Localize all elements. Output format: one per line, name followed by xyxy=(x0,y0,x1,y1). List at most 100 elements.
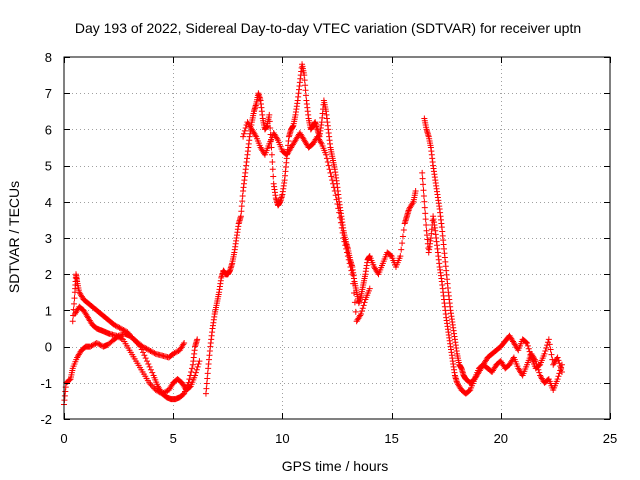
data-point-marker xyxy=(324,158,331,165)
y-tick-label: 8 xyxy=(45,50,52,65)
data-point-marker xyxy=(242,124,249,131)
data-point-marker xyxy=(420,193,427,200)
data-point-marker xyxy=(116,334,123,341)
data-point-marker xyxy=(132,337,139,344)
x-tick-label: 5 xyxy=(170,431,177,446)
data-point-marker xyxy=(148,348,155,355)
data-point-marker xyxy=(328,173,335,180)
data-point-marker xyxy=(269,166,276,173)
data-point-marker xyxy=(125,330,132,337)
data-point-marker xyxy=(398,246,405,253)
data-point-marker xyxy=(412,187,419,194)
data-point-marker xyxy=(121,327,128,334)
data-point-marker xyxy=(554,376,561,383)
data-point-marker xyxy=(337,214,344,221)
data-point-marker xyxy=(361,299,368,306)
data-point-marker xyxy=(558,364,565,371)
data-point-marker xyxy=(268,151,275,158)
data-point-marker xyxy=(194,336,201,343)
data-point-marker xyxy=(333,196,340,203)
data-point-marker xyxy=(325,162,332,169)
data-point-marker xyxy=(91,341,98,348)
data-point-marker xyxy=(329,177,336,184)
data-point-marker xyxy=(323,155,330,162)
data-point-marker xyxy=(351,299,358,306)
data-point-marker xyxy=(532,358,539,365)
data-point-marker xyxy=(202,390,209,397)
data-point-marker xyxy=(171,350,178,357)
y-tick-label: 1 xyxy=(45,303,52,318)
x-tick-label: 20 xyxy=(494,431,508,446)
data-point-marker xyxy=(160,389,167,396)
data-point-marker xyxy=(347,263,354,270)
data-point-marker xyxy=(422,210,429,217)
data-point-marker xyxy=(397,253,404,260)
data-point-marker xyxy=(203,385,210,392)
data-point-marker xyxy=(156,389,163,396)
data-point-marker xyxy=(154,387,161,394)
data-point-marker xyxy=(117,334,124,341)
y-tick-label: 4 xyxy=(45,195,52,210)
data-point-marker xyxy=(266,118,273,125)
data-point-marker xyxy=(196,358,203,365)
data-point-marker xyxy=(89,342,96,349)
data-point-marker xyxy=(152,387,159,394)
data-point-marker xyxy=(142,355,149,362)
x-tick-label: 10 xyxy=(275,431,289,446)
data-point-marker xyxy=(188,365,195,372)
data-point-marker xyxy=(323,151,330,158)
series-trace-G xyxy=(419,169,565,397)
data-point-marker xyxy=(148,382,155,389)
data-point-marker xyxy=(204,370,211,377)
data-point-marker xyxy=(240,133,247,140)
data-point-marker xyxy=(120,326,127,333)
data-point-marker xyxy=(419,169,426,176)
data-point-marker xyxy=(421,198,428,205)
data-point-marker xyxy=(346,260,353,267)
data-point-marker xyxy=(150,349,157,356)
series-trace-F xyxy=(421,115,565,386)
y-tick-label: -2 xyxy=(40,412,52,427)
chart-title: Day 193 of 2022, Sidereal Day-to-day VTE… xyxy=(75,20,581,36)
data-point-marker xyxy=(180,341,187,348)
data-point-marker xyxy=(352,308,359,315)
data-point-marker xyxy=(358,311,365,318)
data-point-marker xyxy=(548,351,555,358)
data-point-marker xyxy=(554,354,561,361)
x-tick-label: 15 xyxy=(384,431,398,446)
data-point-marker xyxy=(116,324,123,331)
data-point-marker xyxy=(345,256,352,263)
data-point-marker xyxy=(533,360,540,367)
data-point-marker xyxy=(327,169,334,176)
y-tick-label: 6 xyxy=(45,122,52,137)
data-point-marker xyxy=(524,339,531,346)
data-point-marker xyxy=(146,363,153,370)
data-point-marker xyxy=(146,379,153,386)
x-tick-label: 0 xyxy=(60,431,67,446)
data-point-marker xyxy=(192,369,199,376)
data-point-marker xyxy=(111,321,118,328)
data-point-marker xyxy=(150,384,157,391)
data-point-marker xyxy=(147,381,154,388)
data-point-marker xyxy=(136,342,143,349)
data-point-marker xyxy=(359,305,366,312)
data-point-marker xyxy=(147,366,154,373)
data-point-marker xyxy=(545,336,552,343)
data-point-marker xyxy=(302,87,309,94)
y-tick-label: 5 xyxy=(45,159,52,174)
data-point-marker xyxy=(133,339,140,346)
data-point-marker xyxy=(525,345,532,352)
data-point-marker xyxy=(360,302,367,309)
data-point-marker xyxy=(203,380,210,387)
data-point-marker xyxy=(301,77,308,84)
series-trace-D xyxy=(202,61,419,397)
data-point-marker xyxy=(238,208,245,215)
data-point-marker xyxy=(266,111,273,118)
data-point-marker xyxy=(113,332,120,339)
data-point-marker xyxy=(423,221,430,228)
data-point-marker xyxy=(341,238,348,245)
data-point-marker xyxy=(399,240,406,247)
data-point-marker xyxy=(269,158,276,165)
data-point-marker xyxy=(143,358,150,365)
